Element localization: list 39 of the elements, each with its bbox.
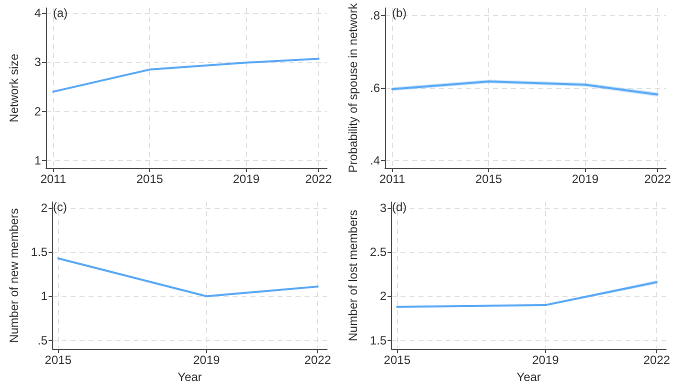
chart-title: (d) xyxy=(392,200,407,214)
x-tick-label: 2022 xyxy=(305,172,332,186)
y-tick-label: .6 xyxy=(370,81,380,95)
chart-title: (a) xyxy=(53,6,68,20)
x-tick-label: 2019 xyxy=(572,172,599,186)
y-tick-label: 2 xyxy=(34,104,42,118)
y-tick-label: 4 xyxy=(34,6,42,20)
y-axis-title: Network size xyxy=(7,53,21,122)
y-axis-title: Probability of spouse in network xyxy=(346,2,360,173)
y-tick-label: 3 xyxy=(34,55,42,70)
x-tick-label: 2015 xyxy=(384,353,411,368)
x-axis-title: Year xyxy=(178,370,202,384)
x-tick-label: 2019 xyxy=(232,172,260,186)
x-tick-label: 2019 xyxy=(193,353,220,368)
x-tick-label: 2015 xyxy=(44,353,72,368)
y-tick-label: 2 xyxy=(380,289,387,304)
y-tick-label: 2 xyxy=(40,201,48,216)
y-tick-label: 1 xyxy=(34,154,42,168)
y-tick-label: .5 xyxy=(38,333,48,348)
y-axis-title: Number of new members xyxy=(7,208,21,343)
chart-title: (b) xyxy=(392,6,407,20)
y-tick-label: .4 xyxy=(370,154,380,168)
x-tick-label: 2015 xyxy=(136,172,164,186)
y-axis-title: Number of lost members xyxy=(346,210,360,342)
x-tick-label: 2022 xyxy=(304,353,332,368)
x-tick-label: 2022 xyxy=(643,353,670,368)
x-tick-label: 2011 xyxy=(40,172,66,186)
y-tick-label: 1.5 xyxy=(370,333,387,348)
y-tick-label: .8 xyxy=(370,8,380,22)
y-tick-label: 2.5 xyxy=(370,245,387,260)
chart-title: (c) xyxy=(53,200,67,214)
y-tick-label: 3 xyxy=(380,201,387,216)
x-tick-label: 2022 xyxy=(644,172,672,186)
x-tick-label: 2011 xyxy=(379,172,406,186)
y-tick-label: 1 xyxy=(40,289,48,304)
x-axis-title: Year xyxy=(516,370,541,384)
x-tick-label: 2015 xyxy=(475,172,502,186)
y-tick-label: 1.5 xyxy=(30,245,48,260)
x-tick-label: 2019 xyxy=(532,353,560,368)
